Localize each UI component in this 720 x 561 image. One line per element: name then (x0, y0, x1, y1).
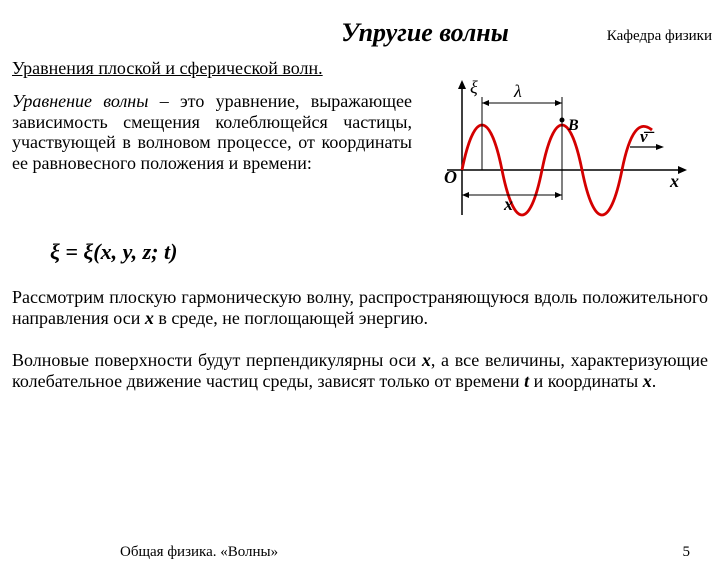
p3-text-d: . (652, 371, 657, 391)
p2-var-x: х (145, 308, 154, 328)
svg-text:x: x (669, 171, 679, 191)
dept-label: Кафедра физики (607, 28, 712, 45)
p3-var-x: х (422, 350, 431, 370)
page-number: 5 (683, 544, 691, 561)
term-wave-equation: Уравнение волны (12, 91, 148, 111)
svg-text:v͞: v͞ (640, 127, 654, 146)
paragraph-3: Волновые поверхности будут перпендикуляр… (12, 350, 708, 391)
wave-svg: ξ λ B v͞ O x x (432, 75, 692, 220)
paragraph-2: Рассмотрим плоскую гармоническую волну, … (12, 287, 708, 328)
svg-text:O: O (444, 167, 457, 187)
intro-paragraph: Уравнение волны – это уравнение, выражаю… (12, 91, 412, 225)
svg-text:B: B (567, 117, 579, 134)
svg-text:λ: λ (513, 81, 522, 101)
p3-text-a: Волновые поверхности будут перпендикуляр… (12, 350, 422, 370)
p2-text-b: в среде, не поглощающей энергию. (154, 308, 428, 328)
footer-text: Общая физика. «Волны» (120, 544, 278, 561)
wave-formula: ξ = ξ(x, y, z; t) (50, 239, 720, 265)
svg-text:x: x (503, 194, 513, 214)
wave-diagram: ξ λ B v͞ O x x (432, 75, 692, 225)
p3-var-x2: х (643, 371, 652, 391)
svg-text:ξ: ξ (470, 77, 478, 97)
p3-text-c: и координаты (529, 371, 643, 391)
intro-row: Уравнение волны – это уравнение, выражаю… (0, 87, 720, 225)
